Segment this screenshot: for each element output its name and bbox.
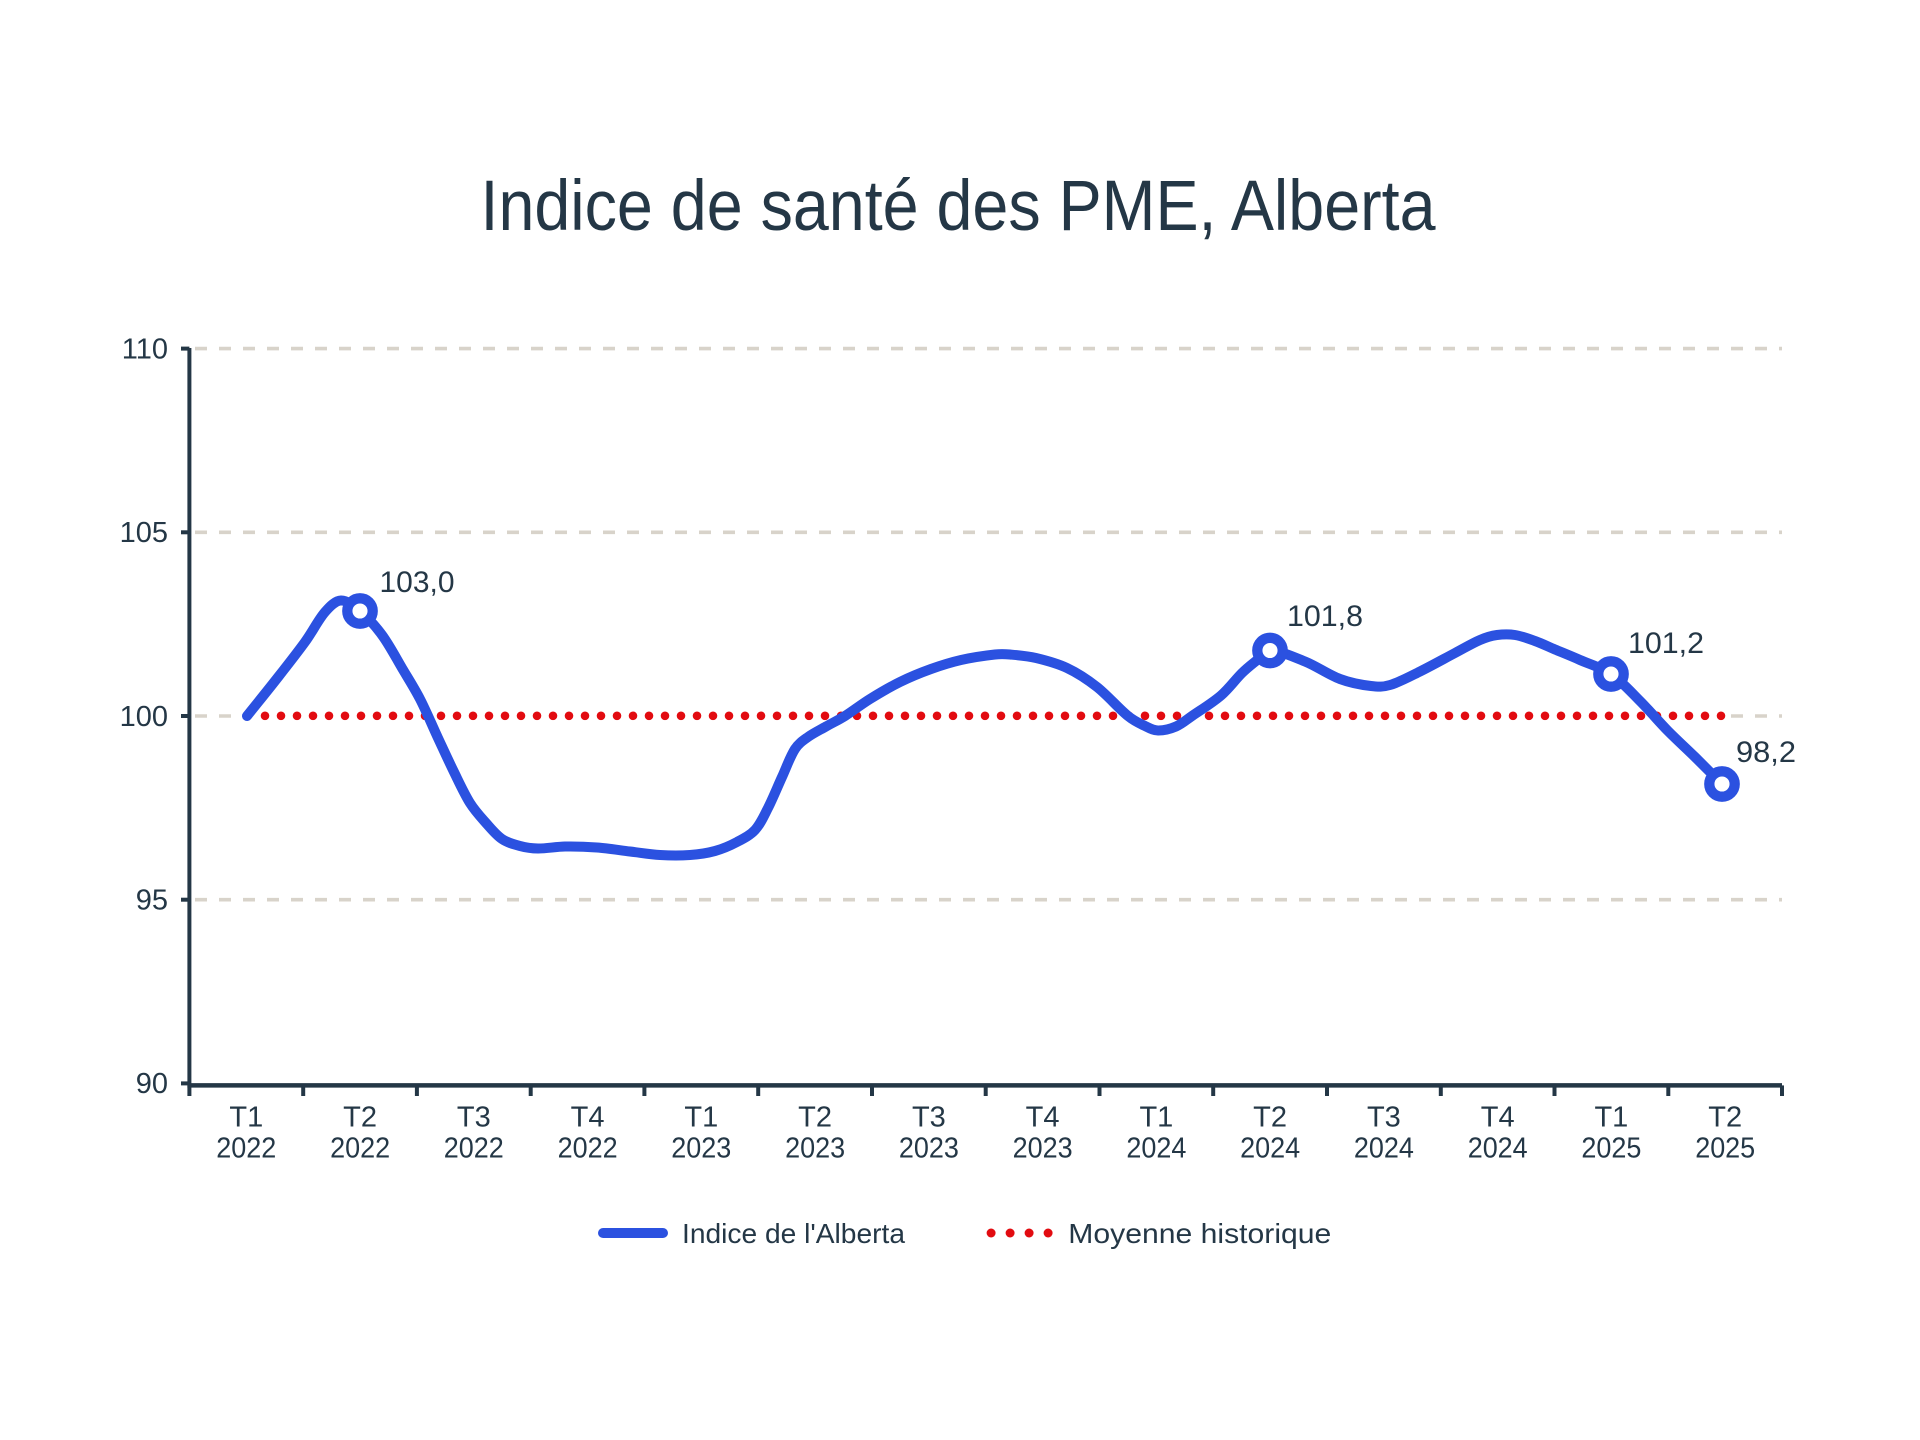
svg-text:2024: 2024 bbox=[1126, 1133, 1186, 1165]
svg-text:T4: T4 bbox=[1481, 1102, 1515, 1134]
svg-text:T3: T3 bbox=[1367, 1102, 1401, 1134]
svg-text:103,0: 103,0 bbox=[380, 566, 455, 599]
svg-text:110: 110 bbox=[122, 333, 168, 365]
svg-text:2025: 2025 bbox=[1581, 1133, 1641, 1165]
svg-text:T2: T2 bbox=[1253, 1102, 1287, 1134]
svg-text:T3: T3 bbox=[457, 1102, 491, 1134]
svg-text:98,2: 98,2 bbox=[1736, 736, 1796, 769]
svg-text:100: 100 bbox=[120, 701, 168, 733]
svg-text:T3: T3 bbox=[912, 1102, 946, 1134]
svg-text:T4: T4 bbox=[571, 1102, 605, 1134]
svg-text:2022: 2022 bbox=[444, 1133, 504, 1165]
svg-text:T4: T4 bbox=[1026, 1102, 1060, 1134]
svg-text:T2: T2 bbox=[798, 1102, 832, 1134]
svg-text:101,2: 101,2 bbox=[1628, 627, 1704, 660]
svg-text:2023: 2023 bbox=[899, 1133, 959, 1165]
svg-text:Indice de santé des PME, Alber: Indice de santé des PME, Alberta bbox=[481, 167, 1436, 246]
svg-text:T2: T2 bbox=[343, 1102, 377, 1134]
svg-text:2025: 2025 bbox=[1695, 1133, 1755, 1165]
svg-text:2022: 2022 bbox=[216, 1133, 276, 1165]
svg-text:101,8: 101,8 bbox=[1287, 600, 1363, 633]
svg-text:T1: T1 bbox=[229, 1102, 263, 1134]
svg-text:2023: 2023 bbox=[1013, 1133, 1073, 1165]
svg-text:2023: 2023 bbox=[671, 1133, 731, 1165]
svg-text:2024: 2024 bbox=[1240, 1133, 1300, 1165]
svg-text:2022: 2022 bbox=[330, 1133, 390, 1165]
svg-text:95: 95 bbox=[136, 885, 168, 917]
svg-text:90: 90 bbox=[136, 1068, 168, 1100]
svg-text:2022: 2022 bbox=[558, 1133, 618, 1165]
svg-text:Moyenne historique: Moyenne historique bbox=[1068, 1218, 1331, 1249]
svg-text:T1: T1 bbox=[1139, 1102, 1173, 1134]
svg-text:2023: 2023 bbox=[785, 1133, 845, 1165]
svg-text:2024: 2024 bbox=[1468, 1133, 1528, 1165]
svg-text:T1: T1 bbox=[1594, 1102, 1628, 1134]
svg-text:2024: 2024 bbox=[1354, 1133, 1414, 1165]
svg-text:Indice de l'Alberta: Indice de l'Alberta bbox=[682, 1218, 906, 1249]
svg-text:105: 105 bbox=[120, 517, 168, 549]
svg-text:T1: T1 bbox=[684, 1102, 718, 1134]
svg-text:T2: T2 bbox=[1708, 1102, 1742, 1134]
